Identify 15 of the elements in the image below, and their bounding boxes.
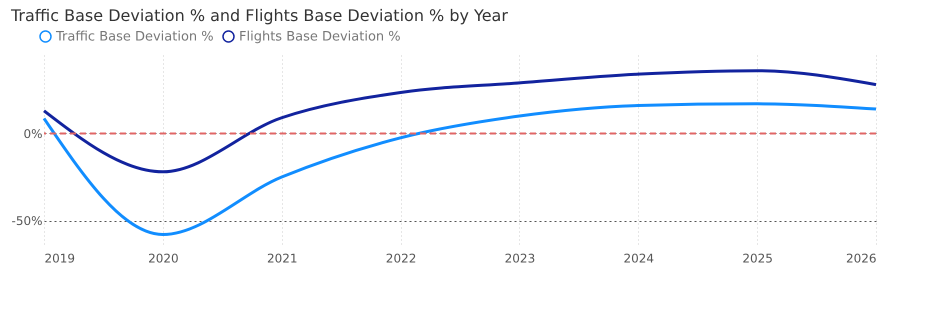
line-series	[42, 102, 878, 236]
legend-label: Flights Base Deviation %	[239, 30, 401, 45]
x-tick-label: 2020	[148, 252, 179, 266]
x-tick-label: 2022	[386, 252, 416, 266]
x-tick-label: 2023	[504, 252, 536, 266]
chart-title: Traffic Base Deviation % and Flights Base Deviation % by Year	[10, 6, 508, 25]
y-tick-label: -50%	[11, 214, 42, 228]
legend-label: Traffic Base Deviation %	[55, 30, 214, 45]
x-tick-label: 2025	[742, 252, 773, 266]
x-tick-label: 2019	[44, 252, 76, 266]
x-tick-label: 2024	[624, 252, 654, 266]
line-series	[42, 69, 878, 174]
y-tick-label: 0%	[23, 126, 42, 141]
x-tick-label: 2021	[266, 252, 298, 266]
x-tick-label: 2026	[846, 252, 876, 266]
